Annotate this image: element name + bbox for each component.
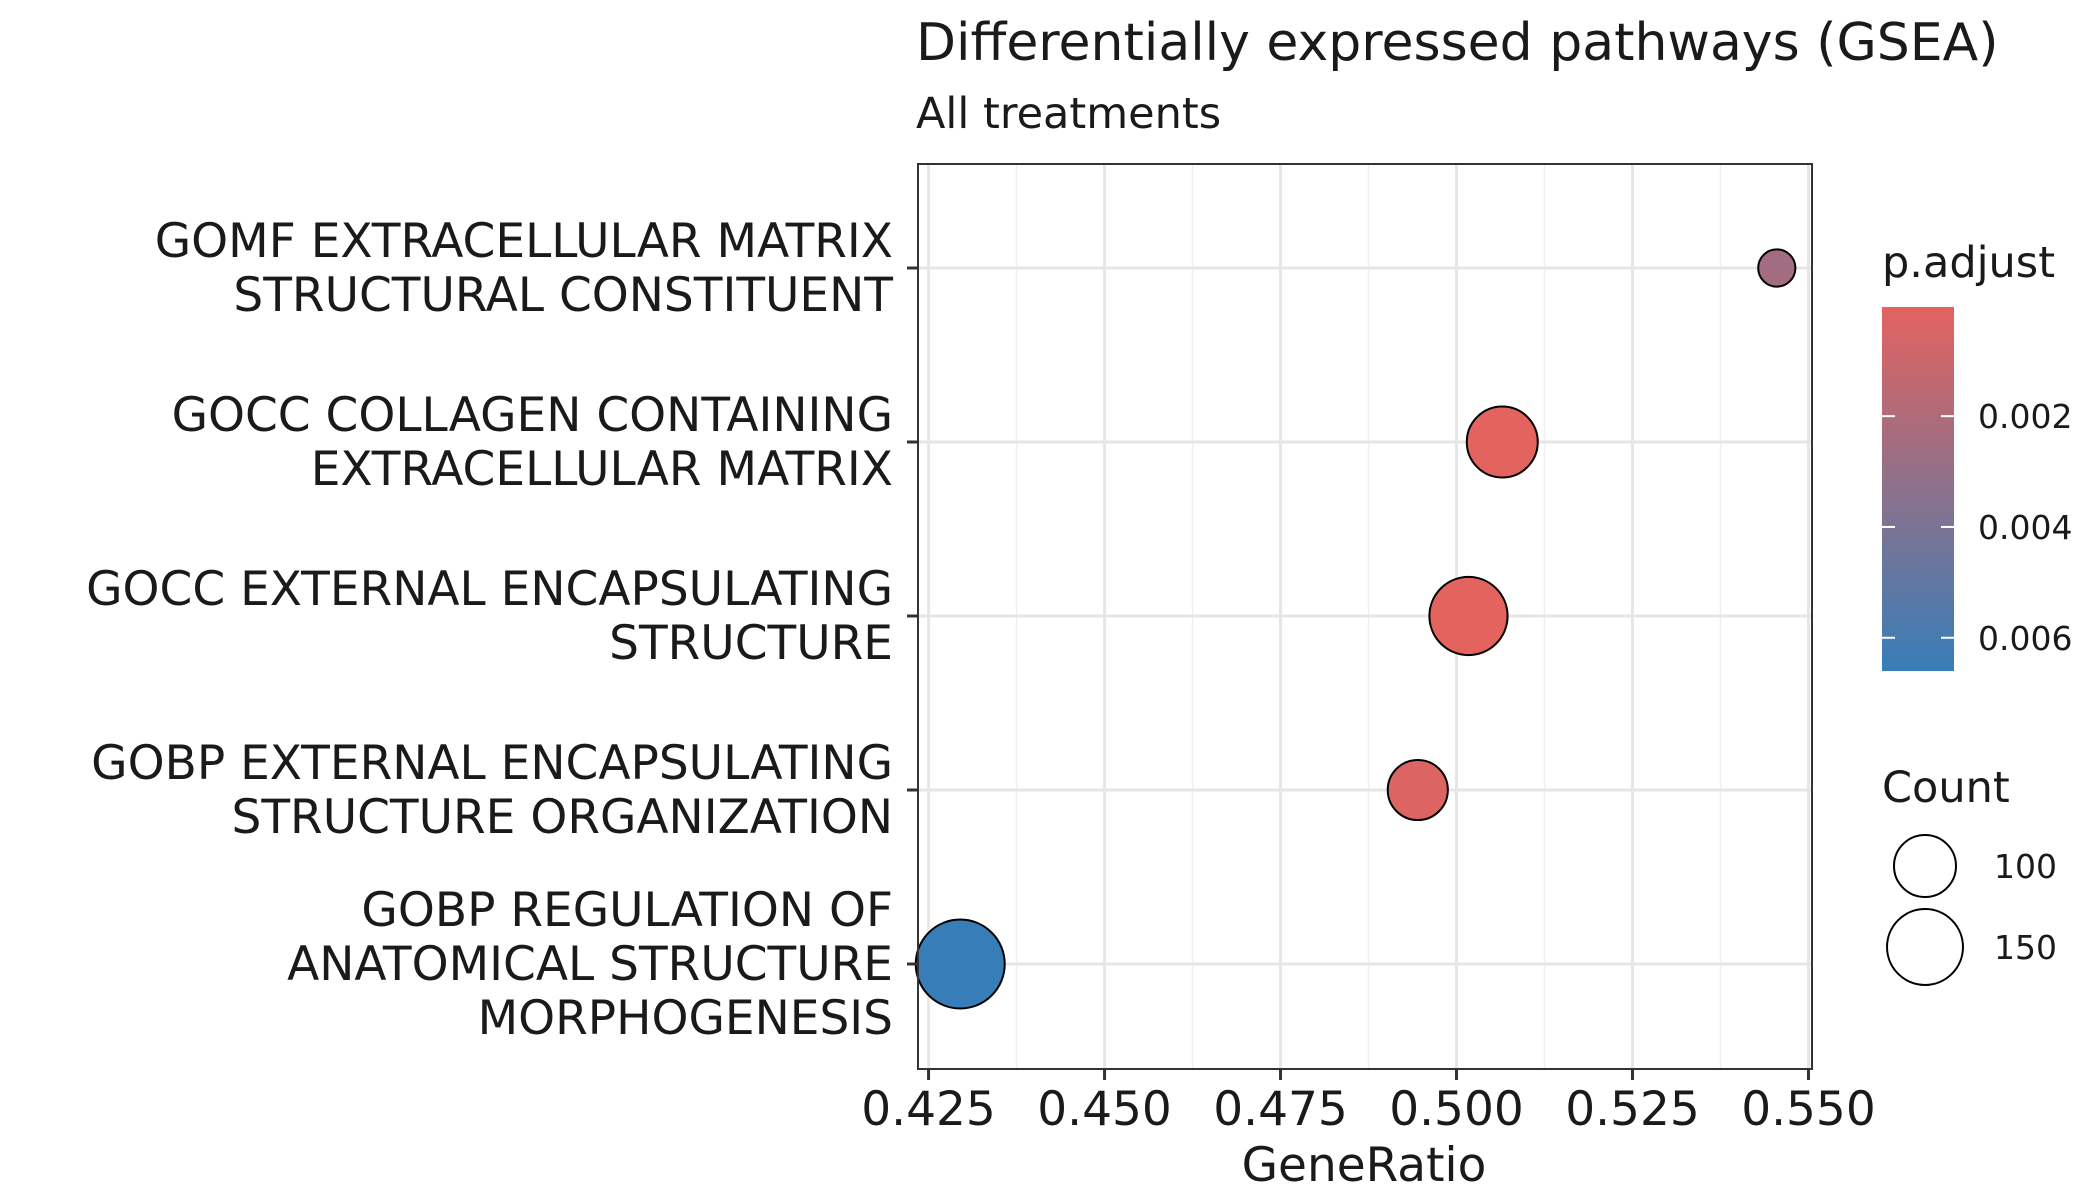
y-tick-label: GOMF EXTRACELLULAR MATRIX <box>155 214 893 269</box>
size-legend-label: 150 <box>1994 928 2057 967</box>
data-point <box>914 918 1006 1010</box>
x-axis-ticks: 0.425 0.450 0.475 0.500 0.525 0.550 <box>861 1069 1876 1137</box>
size-legend-label: 100 <box>1994 847 2057 886</box>
y-tick-label: MORPHOGENESIS <box>478 991 893 1046</box>
data-point <box>1465 405 1539 479</box>
y-tick-label: GOBP EXTERNAL ENCAPSULATING <box>91 736 893 791</box>
size-legend: Count 100 150 <box>1882 763 2057 986</box>
color-legend-title: p.adjust <box>1882 238 2055 288</box>
y-tick-label: STRUCTURE <box>609 616 893 671</box>
x-axis-title: GeneRatio <box>1242 1138 1487 1193</box>
y-tick-label: GOBP REGULATION OF <box>361 883 893 938</box>
x-tick-label: 0.425 <box>861 1082 996 1137</box>
size-legend-circle <box>1893 834 1957 898</box>
color-legend-bar <box>1882 307 1954 671</box>
colorbar-tick-label: 0.006 <box>1978 619 2072 658</box>
data-point <box>1428 575 1509 657</box>
x-tick-label: 0.475 <box>1213 1082 1348 1137</box>
y-tick-label: GOCC COLLAGEN CONTAINING <box>172 388 893 443</box>
color-legend: p.adjust 0.002 0.004 0.006 <box>1882 238 2072 671</box>
x-tick-label: 0.450 <box>1037 1082 1172 1137</box>
x-tick-label: 0.525 <box>1565 1082 1700 1137</box>
y-tick-label: EXTRACELLULAR MATRIX <box>311 442 893 497</box>
plot-area <box>914 163 1813 1070</box>
chart-title: Differentially expressed pathways (GSEA) <box>916 13 1999 73</box>
y-tick-label: STRUCTURAL CONSTITUENT <box>233 268 893 323</box>
size-legend-title: Count <box>1882 763 2010 813</box>
colorbar-tick-label: 0.004 <box>1978 508 2072 547</box>
x-tick-label: 0.550 <box>1741 1082 1876 1137</box>
color-legend-ticks: 0.002 0.004 0.006 <box>1882 397 2072 658</box>
colorbar-tick-label: 0.002 <box>1978 397 2072 436</box>
data-point <box>1386 758 1449 822</box>
y-tick-label: ANATOMICAL STRUCTURE <box>287 937 893 992</box>
x-tick-label: 0.500 <box>1389 1082 1524 1137</box>
y-tick-label: STRUCTURE ORGANIZATION <box>232 790 894 845</box>
y-tick-label: GOCC EXTERNAL ENCAPSULATING <box>86 562 893 617</box>
chart-subtitle: All treatments <box>916 89 1221 139</box>
data-point <box>1757 248 1797 288</box>
size-legend-circle <box>1886 908 1964 986</box>
